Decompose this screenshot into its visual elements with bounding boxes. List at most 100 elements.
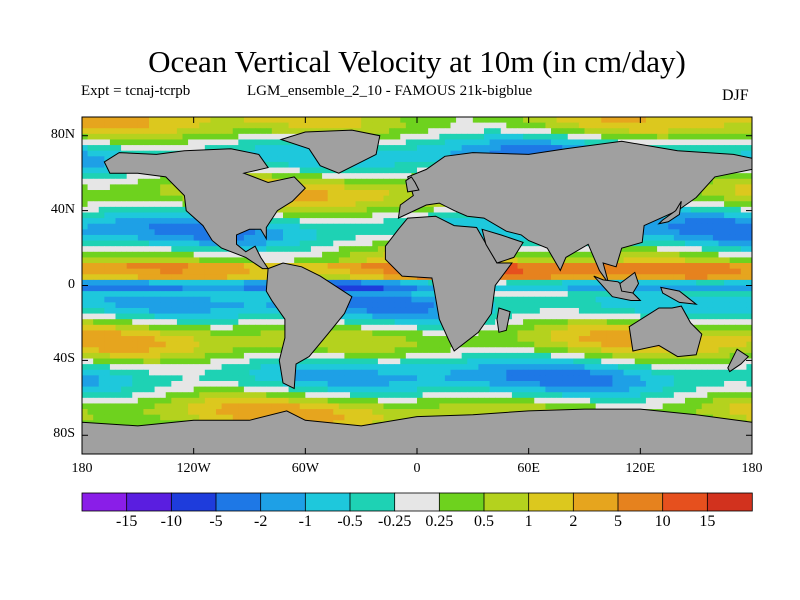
- field-cell: [204, 302, 211, 309]
- field-cell: [327, 167, 334, 174]
- field-cell: [534, 296, 541, 303]
- field-cell: [121, 122, 128, 129]
- field-cell: [377, 212, 384, 219]
- field-cell: [623, 263, 630, 270]
- field-cell: [149, 291, 155, 298]
- field-cell: [444, 218, 451, 225]
- field-cell: [696, 319, 703, 326]
- field-cell: [539, 246, 546, 253]
- field-cell: [188, 347, 195, 354]
- field-cell: [584, 274, 591, 281]
- field-cell: [132, 206, 139, 213]
- field-cell: [232, 263, 239, 270]
- field-cell: [132, 285, 139, 292]
- field-cell: [601, 341, 608, 348]
- field-cell: [249, 279, 256, 286]
- field-cell: [126, 145, 133, 152]
- field-cell: [444, 133, 451, 140]
- field-cell: [372, 173, 379, 180]
- field-cell: [489, 330, 496, 337]
- field-cell: [249, 291, 256, 298]
- field-cell: [539, 257, 546, 264]
- field-cell: [93, 291, 100, 298]
- field-cell: [366, 274, 373, 281]
- field-cell: [405, 150, 412, 157]
- field-cell: [310, 201, 317, 208]
- field-cell: [372, 341, 379, 348]
- field-cell: [534, 313, 541, 320]
- field-cell: [87, 229, 94, 236]
- field-cell: [271, 307, 278, 314]
- field-cell: [405, 133, 412, 140]
- field-cell: [372, 161, 379, 168]
- field-cell: [707, 296, 714, 303]
- field-cell: [679, 212, 686, 219]
- field-cell: [355, 313, 362, 320]
- field-cell: [551, 122, 557, 129]
- field-cell: [718, 173, 725, 180]
- field-cell: [701, 296, 708, 303]
- field-cell: [746, 302, 752, 309]
- field-cell: [355, 161, 362, 168]
- field-cell: [701, 145, 708, 152]
- field-cell: [82, 240, 88, 247]
- field-cell: [584, 285, 591, 292]
- field-cell: [729, 313, 736, 320]
- field-cell: [260, 296, 267, 303]
- field-cell: [690, 319, 697, 326]
- field-cell: [221, 296, 228, 303]
- field-cell: [266, 313, 273, 320]
- field-cell: [355, 201, 362, 208]
- field-cell: [338, 330, 345, 337]
- field-cell: [729, 341, 736, 348]
- field-cell: [98, 251, 105, 258]
- field-cell: [299, 257, 306, 264]
- field-cell: [227, 133, 234, 140]
- field-cell: [712, 268, 719, 275]
- field-cell: [383, 156, 390, 163]
- field-cell: [171, 263, 178, 270]
- field-cell: [545, 251, 552, 258]
- field-cell: [87, 218, 94, 225]
- field-cell: [629, 133, 636, 140]
- field-cell: [143, 133, 150, 140]
- field-cell: [439, 330, 446, 337]
- field-cell: [696, 195, 703, 202]
- field-cell: [400, 279, 407, 286]
- field-cell: [712, 145, 719, 152]
- field-cell: [98, 285, 105, 292]
- field-cell: [171, 206, 178, 213]
- field-cell: [188, 341, 195, 348]
- field-cell: [121, 195, 128, 202]
- field-cell: [467, 341, 474, 348]
- field-cell: [567, 274, 574, 281]
- field-cell: [255, 145, 262, 152]
- field-cell: [316, 240, 323, 247]
- field-cell: [696, 223, 703, 230]
- field-cell: [109, 324, 116, 331]
- field-cell: [210, 133, 217, 140]
- field-cell: [154, 218, 161, 225]
- field-cell: [271, 167, 278, 174]
- field-cell: [193, 229, 200, 236]
- field-cell: [109, 263, 116, 270]
- field-cell: [82, 251, 88, 258]
- field-cell: [428, 336, 435, 343]
- field-cell: [690, 302, 697, 309]
- field-cell: [355, 330, 362, 337]
- field-cell: [528, 246, 535, 253]
- field-cell: [735, 240, 742, 247]
- field-cell: [366, 218, 373, 225]
- field-cell: [417, 117, 423, 124]
- field-cell: [98, 341, 105, 348]
- field-cell: [562, 324, 569, 331]
- field-cell: [199, 341, 206, 348]
- field-cell: [143, 341, 150, 348]
- field-cell: [109, 201, 116, 208]
- field-cell: [534, 251, 541, 258]
- field-cell: [87, 206, 94, 213]
- field-cell: [701, 190, 708, 197]
- field-cell: [422, 139, 429, 146]
- field-cell: [383, 347, 390, 354]
- field-cell: [283, 167, 289, 174]
